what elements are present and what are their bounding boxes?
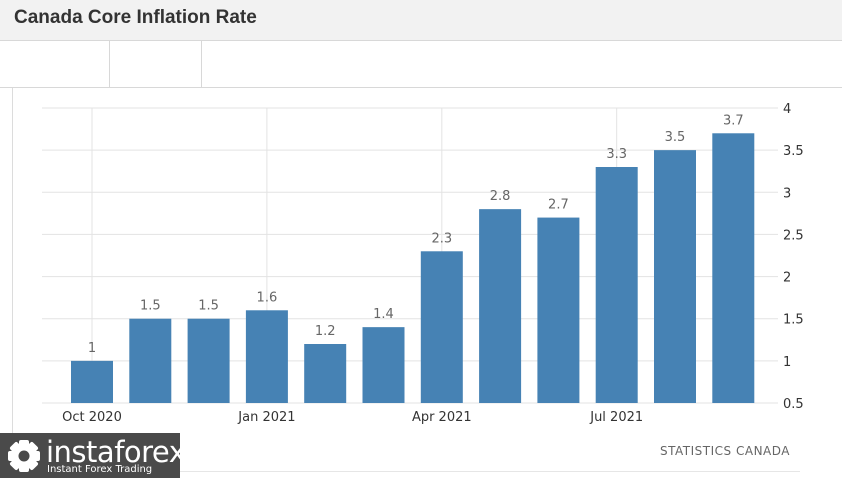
instaforex-logo-icon — [8, 440, 40, 472]
logo-tagline: Instant Forex Trading — [47, 464, 153, 475]
tab-blank-2[interactable] — [110, 41, 202, 87]
bar-sep-2021[interactable] — [712, 133, 755, 404]
y-axis: 0.5 1 1.5 2 2.5 3 3.5 4 — [783, 102, 804, 412]
bar-jan-2021[interactable] — [245, 310, 288, 403]
data-label: 1 — [88, 341, 96, 356]
bar-mar-2021[interactable] — [362, 327, 405, 403]
bar-dec-2020[interactable] — [187, 318, 230, 403]
y-tick-label: 2.5 — [783, 228, 804, 243]
y-tick-label: 1.5 — [783, 313, 804, 328]
y-tick-label: 3 — [783, 186, 791, 201]
bar-jul-2021[interactable] — [595, 167, 638, 403]
bar-feb-2021[interactable] — [304, 344, 347, 403]
page-title: Canada Core Inflation Rate — [14, 7, 257, 28]
x-axis: Oct 2020 Jan 2021 Apr 2021 Jul 2021 — [62, 410, 643, 425]
x-tick-label: Apr 2021 — [412, 410, 472, 425]
data-label: 1.5 — [198, 299, 219, 314]
tab-blank-1[interactable] — [0, 41, 110, 87]
data-label: 1.5 — [140, 299, 161, 314]
bar-may-2021[interactable] — [479, 209, 522, 403]
chart-header: Canada Core Inflation Rate — [0, 0, 842, 41]
panel-border — [12, 88, 13, 478]
data-label: 2.8 — [490, 189, 511, 204]
y-tick-label: 2 — [783, 271, 791, 286]
y-tick-label: 4 — [783, 102, 791, 117]
data-label: 2.3 — [431, 231, 452, 246]
bar-aug-2021[interactable] — [654, 150, 696, 403]
data-label: 2.7 — [548, 198, 569, 213]
source-label: STATISTICS CANADA — [660, 444, 790, 458]
data-labels: 1 1.5 1.5 1.6 1.2 1.4 2.3 2.8 2.7 3.3 3.5 3.7 — [88, 113, 744, 356]
y-tick-label: 3.5 — [783, 144, 804, 159]
data-label: 3.5 — [665, 130, 686, 145]
data-label: 3.7 — [723, 113, 744, 128]
x-tick-label: Oct 2020 — [62, 410, 122, 425]
watermark-logo: instaforex Instant Forex Trading — [0, 433, 186, 478]
x-tick-label: Jul 2021 — [589, 410, 643, 425]
x-tick-label: Jan 2021 — [237, 410, 295, 425]
bar-nov-2020[interactable] — [129, 318, 172, 403]
y-tick-label: 0.5 — [783, 397, 804, 412]
data-label: 1.2 — [315, 324, 336, 339]
bar-series — [71, 133, 755, 404]
tab-bar — [0, 41, 842, 88]
y-tick-label: 1 — [783, 355, 791, 370]
bar-jun-2021[interactable] — [537, 217, 580, 403]
footer-divider — [180, 471, 800, 472]
bar-apr-2021[interactable] — [420, 251, 463, 403]
data-label: 1.6 — [257, 290, 278, 305]
data-label: 3.3 — [606, 147, 627, 162]
bar-oct-2020[interactable] — [71, 360, 113, 403]
logo-wordmark: instaforex — [46, 435, 186, 469]
data-label: 1.4 — [373, 307, 394, 322]
